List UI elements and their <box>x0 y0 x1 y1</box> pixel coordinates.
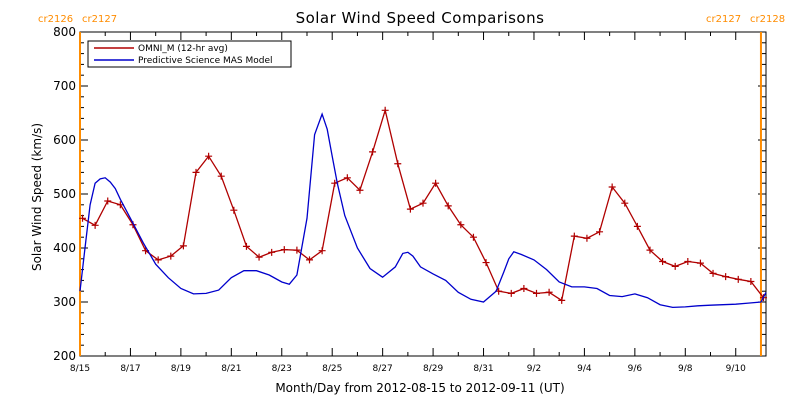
x-tick-label: 8/25 <box>322 364 342 374</box>
x-tick-label: 9/2 <box>527 364 541 374</box>
data-point <box>469 233 477 241</box>
x-tick-label: 8/23 <box>272 364 292 374</box>
data-point <box>293 246 301 254</box>
data-point <box>406 205 414 213</box>
data-point <box>79 214 87 222</box>
y-tick-label: 500 <box>53 187 76 201</box>
chart-title: Solar Wind Speed Comparisons <box>296 9 545 27</box>
data-point <box>179 242 187 250</box>
data-point <box>507 289 515 297</box>
carrington-label-cr2127-right: cr2127 <box>706 14 741 25</box>
data-point <box>318 247 326 255</box>
x-tick-label: 8/19 <box>171 364 191 374</box>
data-point <box>671 262 679 270</box>
legend: OMNI_M (12-hr avg) Predictive Science MA… <box>87 40 292 68</box>
data-point <box>545 288 553 296</box>
y-tick-label: 600 <box>53 133 76 147</box>
data-point <box>520 285 528 292</box>
data-point <box>230 206 238 214</box>
x-tick-label: 9/8 <box>678 364 693 374</box>
data-point <box>217 172 225 180</box>
carrington-label-cr2128: cr2128 <box>750 14 785 25</box>
x-tick-label: 8/27 <box>373 364 393 374</box>
x-tick-label: 8/17 <box>120 364 140 374</box>
data-point <box>242 242 250 250</box>
carrington-label-cr2127: cr2127 <box>82 14 117 25</box>
x-axis-label: Month/Day from 2012-08-15 to 2012-09-11 … <box>275 381 564 395</box>
y-tick-label: 200 <box>53 349 76 363</box>
data-point <box>205 152 213 160</box>
y-tick-label: 800 <box>53 25 76 39</box>
data-point <box>684 258 692 265</box>
data-point <box>167 252 175 260</box>
x-tick-label: 8/29 <box>423 364 443 374</box>
data-point <box>255 253 263 261</box>
data-point <box>104 197 112 205</box>
data-point <box>343 174 351 182</box>
data-point <box>356 186 364 194</box>
data-point <box>659 258 667 265</box>
data-point <box>621 199 629 207</box>
data-point <box>633 222 641 230</box>
data-point <box>583 234 591 242</box>
y-tick-label: 300 <box>53 295 76 309</box>
data-point <box>570 232 578 240</box>
carrington-markers <box>79 32 762 356</box>
data-point <box>646 246 654 254</box>
data-point <box>419 199 427 207</box>
data-point <box>280 246 288 254</box>
data-point <box>444 202 452 210</box>
data-point <box>268 248 276 256</box>
data-point <box>696 259 704 267</box>
data-point <box>722 273 730 281</box>
plot-area <box>79 31 767 357</box>
legend-box <box>87 40 292 68</box>
legend-label-omni: OMNI_M (12-hr avg) <box>138 44 228 54</box>
data-point <box>369 148 377 156</box>
data-point <box>91 221 99 229</box>
y-axis: 200 300 400 500 600 700 800 <box>53 25 766 363</box>
x-axis: 8/15 8/17 8/19 8/21 8/23 8/25 8/27 8/29 8/31 9/2 9… <box>70 32 762 374</box>
data-point <box>596 228 604 236</box>
y-axis-label: Solar Wind Speed (km/s) <box>30 123 44 271</box>
legend-label-model: Predictive Science MAS Model <box>138 56 273 66</box>
x-tick-label: 8/31 <box>473 364 493 374</box>
data-point <box>381 106 389 114</box>
data-point <box>608 183 616 191</box>
x-tick-label: 8/15 <box>70 364 90 374</box>
data-point <box>734 275 742 283</box>
x-tick-label: 9/6 <box>628 364 643 374</box>
data-point <box>532 289 540 297</box>
x-tick-label: 8/21 <box>221 364 241 374</box>
data-point <box>306 256 314 264</box>
data-point <box>154 256 162 264</box>
carrington-label-cr2126: cr2126 <box>38 14 73 25</box>
data-point <box>432 179 440 187</box>
data-point <box>394 160 402 168</box>
data-point <box>747 277 755 285</box>
data-point <box>192 168 200 176</box>
data-point <box>482 259 490 267</box>
x-tick-label: 9/4 <box>577 364 592 374</box>
series-layer <box>79 106 767 309</box>
y-tick-label: 400 <box>53 241 76 255</box>
x-tick-label: 9/10 <box>726 364 746 374</box>
y-tick-label: 700 <box>53 79 76 93</box>
data-point <box>709 269 717 277</box>
data-point <box>457 221 465 229</box>
data-point <box>558 296 566 304</box>
series-line-1 <box>79 112 767 309</box>
